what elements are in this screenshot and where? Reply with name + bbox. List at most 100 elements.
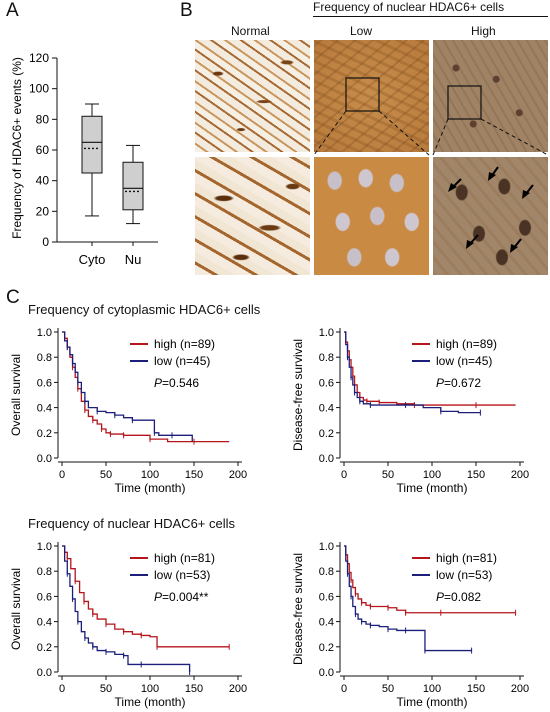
- y-tick-label: 0.6: [37, 377, 52, 389]
- y-tick-label: 40: [36, 174, 50, 188]
- p-value-symbol: P: [436, 590, 444, 604]
- y-tick-label: 0.4: [37, 403, 52, 415]
- legend-label-high: high (n=81): [436, 551, 497, 565]
- y-tick-label: 20: [36, 204, 50, 218]
- km-plot-cyto-dfs: Disease-free survival 0.0 0.2 0.4 0.6 0.8 1.0 0…: [291, 327, 529, 495]
- km-curve-high: [62, 331, 230, 443]
- box-plot-ylabel: Frequency of HDAC6+ events (%): [10, 57, 24, 239]
- zoom-connector: [480, 118, 549, 156]
- y-tick-label: 0.6: [37, 591, 52, 603]
- section-title-cytoplasmic: Frequency of cytoplasmic HDAC6+ cells: [28, 302, 261, 317]
- y-tick-label: 1.0: [319, 541, 334, 553]
- micrograph-high-high-mag: [433, 157, 548, 275]
- km-plot-nuc-dfs: Disease-free survival 0.0 0.2 0.4 0.6 0.8 1.0 0…: [291, 541, 529, 709]
- x-tick-label: 200: [511, 469, 529, 481]
- x-tick-label: 0: [341, 469, 347, 481]
- panel-letter-b: B: [180, 0, 193, 21]
- p-value-number: =0.082: [444, 590, 481, 604]
- box: [122, 161, 144, 211]
- zoom-connector: [432, 118, 449, 156]
- y-tick-label: 1.0: [37, 327, 52, 339]
- y-tick-label: 100: [29, 82, 49, 96]
- y-tick-label: 0.8: [319, 566, 334, 578]
- arrow-overlay: [448, 166, 534, 253]
- y-tick-label: 0.6: [319, 591, 334, 603]
- legend-label-low: low (n=45): [436, 354, 492, 368]
- x-axis-label: Time (month): [397, 481, 468, 495]
- y-tick-label: 0.8: [37, 566, 52, 578]
- category-label: Cyto: [79, 252, 106, 267]
- legend-label-high: high (n=81): [154, 551, 215, 565]
- x-tick-label: 150: [467, 683, 485, 695]
- y-tick-label: 0.4: [319, 403, 334, 415]
- x-tick-label: 150: [185, 683, 203, 695]
- p-value: P=0.546: [154, 376, 199, 390]
- micrograph-low-low-mag: [314, 40, 429, 152]
- y-tick-label: 0.2: [37, 428, 52, 440]
- km-plot-cyto-os: Overall survival 0.0 0.2 0.4 0.6 0.8 1.0 0 50 100…: [9, 327, 247, 495]
- micrograph-low-high-mag: [314, 157, 429, 275]
- legend-label-high: high (n=89): [436, 337, 497, 351]
- y-tick-label: 0.2: [319, 428, 334, 440]
- y-tick-label: 1.0: [37, 541, 52, 553]
- zoom-connector: [378, 110, 430, 156]
- micrograph-high-low-mag: [433, 40, 548, 152]
- legend-label-low: low (n=53): [154, 568, 210, 582]
- x-tick-label: 50: [100, 469, 112, 481]
- km-curve-low: [62, 545, 191, 672]
- y-tick-label: 0.0: [37, 453, 52, 465]
- category-label: Nu: [125, 252, 142, 267]
- x-tick-label: 50: [382, 683, 394, 695]
- section-title-nuclear: Frequency of nuclear HDAC6+ cells: [28, 516, 236, 531]
- x-tick-label: 150: [185, 469, 203, 481]
- p-value-symbol: P: [436, 376, 444, 390]
- p-value-number: =0.672: [444, 376, 481, 390]
- y-axis-label: Disease-free survival: [291, 339, 305, 451]
- x-tick-label: 200: [229, 469, 247, 481]
- x-tick-label: 50: [100, 683, 112, 695]
- box: [81, 115, 103, 174]
- y-tick-label: 0.0: [319, 667, 334, 679]
- x-tick-label: 150: [467, 469, 485, 481]
- p-value: P=0.082: [436, 590, 481, 604]
- y-tick-label: 0.2: [37, 642, 52, 654]
- y-tick-label: 0.0: [319, 453, 334, 465]
- x-tick-label: 100: [423, 469, 441, 481]
- y-tick-label: 120: [29, 51, 49, 65]
- legend-label-low: low (n=53): [436, 568, 492, 582]
- p-value-symbol: P: [154, 376, 162, 390]
- col-label-high: High: [471, 24, 496, 38]
- y-tick-label: 0.4: [319, 617, 334, 629]
- x-tick-label: 50: [382, 469, 394, 481]
- zoom-overlay: [313, 77, 549, 156]
- p-value: P=0.004**: [154, 590, 209, 604]
- panel-letter-a: A: [6, 0, 19, 21]
- x-axis-label: Time (month): [397, 695, 468, 709]
- x-tick-label: 100: [141, 683, 159, 695]
- y-tick-label: 0.4: [37, 617, 52, 629]
- y-tick-label: 60: [36, 143, 50, 157]
- legend-label-low: low (n=45): [154, 354, 210, 368]
- x-tick-label: 200: [229, 683, 247, 695]
- km-curve-high: [62, 545, 230, 648]
- zoom-box-low: [345, 77, 380, 112]
- box-plot: Frequency of HDAC6+ events (%) 0 20 40 60 80…: [10, 51, 158, 267]
- zoom-box-high: [447, 85, 482, 120]
- x-axis-label: Time (month): [115, 481, 186, 495]
- y-tick-label: 80: [36, 112, 50, 126]
- x-tick-label: 200: [511, 683, 529, 695]
- y-tick-label: 0: [42, 235, 49, 249]
- x-tick-label: 0: [59, 683, 65, 695]
- km-curve-low: [344, 331, 481, 414]
- x-tick-label: 0: [59, 469, 65, 481]
- y-axis-label: Overall survival: [9, 354, 23, 436]
- x-axis-label: Time (month): [115, 695, 186, 709]
- header-rule: [313, 16, 548, 17]
- y-tick-label: 0.8: [37, 352, 52, 364]
- y-tick-label: 0.0: [37, 667, 52, 679]
- p-value-number: =0.004**: [162, 590, 209, 604]
- y-tick-label: 1.0: [319, 327, 334, 339]
- y-tick-label: 0.6: [319, 377, 334, 389]
- km-plot-nuc-os: Overall survival 0.0 0.2 0.4 0.6 0.8 1.0 0 50 100…: [9, 541, 247, 709]
- x-tick-label: 100: [423, 683, 441, 695]
